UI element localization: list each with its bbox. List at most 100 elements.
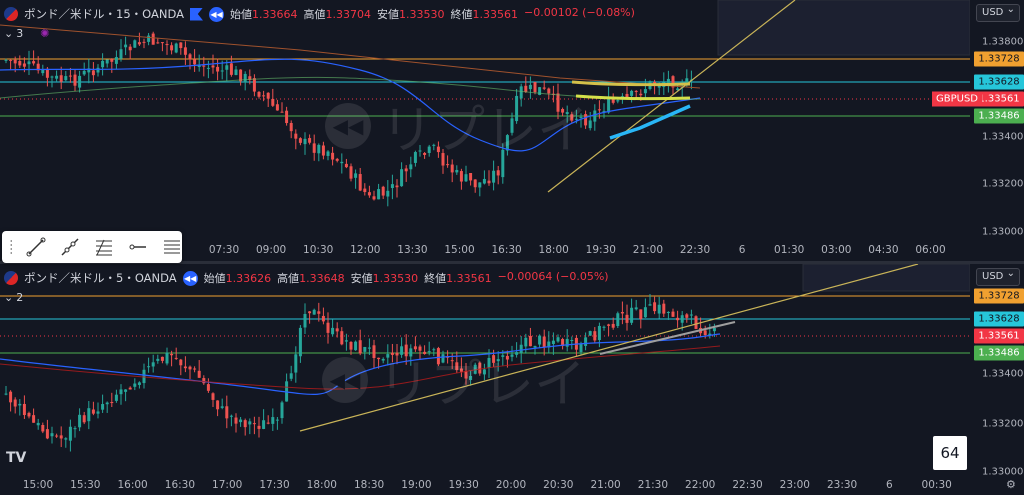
- moving-average-red: [0, 345, 721, 390]
- price-tick-label: 1.33000: [982, 226, 1024, 238]
- candle-body: [547, 88, 551, 94]
- time-tick-label: 03:00: [821, 244, 852, 256]
- candle-body: [45, 429, 49, 439]
- candle-body: [55, 75, 59, 79]
- drawing-toolbar[interactable]: [2, 231, 182, 263]
- horizontal-ray-icon[interactable]: [128, 236, 148, 258]
- gear-icon[interactable]: ⚙: [1006, 478, 1016, 491]
- ohlc-values: 始値1.33664 高値1.33704 安値1.33530 終値1.33561 …: [229, 6, 635, 21]
- candle-body: [188, 54, 192, 60]
- candle-body: [183, 366, 187, 369]
- pane-divider[interactable]: [0, 261, 1024, 264]
- chart-pane-15m[interactable]: ◀◀ リプレイ ポンド／米ドル・15・OANDA ◀◀ 始値1.33664 高値…: [0, 0, 1024, 262]
- indicator-collapse-button[interactable]: ⌄ 3 ✺: [4, 27, 50, 40]
- candle-body: [390, 184, 394, 189]
- candle-body: [68, 426, 72, 441]
- candle-body: [588, 120, 592, 129]
- chart-pane-5m[interactable]: ◀◀ リプレイ ポンド／米ドル・5・OANDA ◀◀ 始値1.33626 高値1…: [0, 264, 1024, 495]
- candle-body: [418, 150, 422, 152]
- candlestick-chart-15m[interactable]: [0, 0, 970, 262]
- time-tick-label: 19:00: [401, 479, 432, 491]
- candle-body: [358, 174, 362, 191]
- candle-body: [501, 355, 505, 357]
- time-tick-label: 13:30: [397, 244, 428, 256]
- candle-body: [680, 315, 684, 323]
- candle-body: [712, 327, 716, 332]
- candle-body: [234, 417, 238, 424]
- candle-body: [634, 90, 638, 92]
- currency-select[interactable]: USD: [976, 266, 1020, 286]
- candle-body: [643, 89, 647, 94]
- time-tick-label: 19:30: [448, 479, 479, 491]
- candle-body: [294, 354, 298, 373]
- candle-body: [703, 330, 707, 336]
- candle-body: [551, 340, 555, 344]
- trend-line-icon[interactable]: [26, 236, 46, 258]
- highlight-line-yellow: [571, 80, 691, 87]
- candle-body: [133, 383, 137, 387]
- candle-body: [248, 421, 252, 425]
- drag-handle-icon[interactable]: [10, 239, 12, 255]
- candle-body: [666, 311, 670, 313]
- ray-icon[interactable]: [60, 236, 80, 258]
- fib-retracement-icon[interactable]: [94, 236, 114, 258]
- replay-bar-counter[interactable]: 64: [933, 436, 967, 470]
- candle-body: [317, 311, 321, 314]
- candle-body: [13, 399, 17, 407]
- candle-body: [308, 138, 312, 143]
- candle-body: [377, 357, 381, 360]
- candle-body: [142, 41, 146, 43]
- candle-body: [335, 328, 339, 332]
- replay-icon[interactable]: ◀◀: [208, 6, 224, 22]
- price-tag-current: 1.33561: [974, 91, 1024, 107]
- candle-body: [607, 97, 611, 113]
- price-tick-label: 1.33200: [982, 418, 1024, 430]
- candle-body: [321, 145, 325, 156]
- time-tick-label: 10:30: [303, 244, 334, 256]
- parallel-channel-icon[interactable]: [162, 236, 182, 258]
- candle-body: [634, 307, 638, 310]
- candlestick-chart-5m[interactable]: [0, 264, 970, 495]
- symbol-title[interactable]: ポンド／米ドル・5・OANDA: [24, 271, 177, 285]
- candle-body: [597, 109, 601, 111]
- candle-body: [478, 362, 482, 374]
- indicator-purple-icon[interactable]: ✺: [40, 27, 50, 40]
- indicator-collapse-button[interactable]: ⌄ 2: [4, 291, 24, 304]
- time-axis[interactable]: 07:30 09:00 10:30 12:00 13:30 15:00 16:30 18:00…: [0, 242, 970, 260]
- candle-body: [455, 169, 459, 173]
- time-tick-label: 22:30: [679, 244, 711, 256]
- candle-body: [110, 402, 114, 404]
- candle-body: [188, 366, 192, 370]
- time-tick-label: 15:30: [70, 479, 101, 491]
- candle-body: [114, 57, 118, 64]
- candle-body: [409, 348, 413, 357]
- symbol-title[interactable]: ポンド／米ドル・15・OANDA: [24, 7, 184, 21]
- candle-body: [105, 402, 109, 405]
- time-tick-label: 23:00: [779, 479, 810, 491]
- tradingview-logo[interactable]: TV: [6, 450, 27, 466]
- candle-body: [73, 428, 77, 430]
- candle-body: [193, 368, 197, 370]
- currency-select[interactable]: USD: [976, 2, 1020, 22]
- candle-body: [657, 85, 661, 88]
- candle-body: [225, 65, 229, 70]
- candle-body: [487, 180, 491, 184]
- candle-body: [303, 138, 307, 145]
- time-tick-label: 15:00: [444, 244, 475, 256]
- candle-body: [482, 178, 486, 184]
- candle-body: [68, 75, 72, 77]
- change-value: −0.00064 (−0.05%): [497, 270, 609, 283]
- candle-body: [128, 46, 132, 51]
- candle-body: [436, 146, 440, 153]
- candle-body: [542, 336, 546, 348]
- time-tick-label: 18:30: [353, 479, 385, 491]
- candle-body: [206, 384, 210, 391]
- candle-body: [344, 340, 348, 342]
- close-value: 1.33561: [446, 272, 492, 285]
- candle-body: [708, 333, 712, 336]
- time-axis[interactable]: 15:00 15:30 16:00 16:30 17:00 17:30 18:00 18:30…: [0, 477, 970, 495]
- time-tick-label: 20:00: [495, 479, 527, 491]
- candle-body: [611, 323, 615, 328]
- candle-body: [363, 346, 367, 352]
- replay-icon[interactable]: ◀◀: [182, 270, 198, 286]
